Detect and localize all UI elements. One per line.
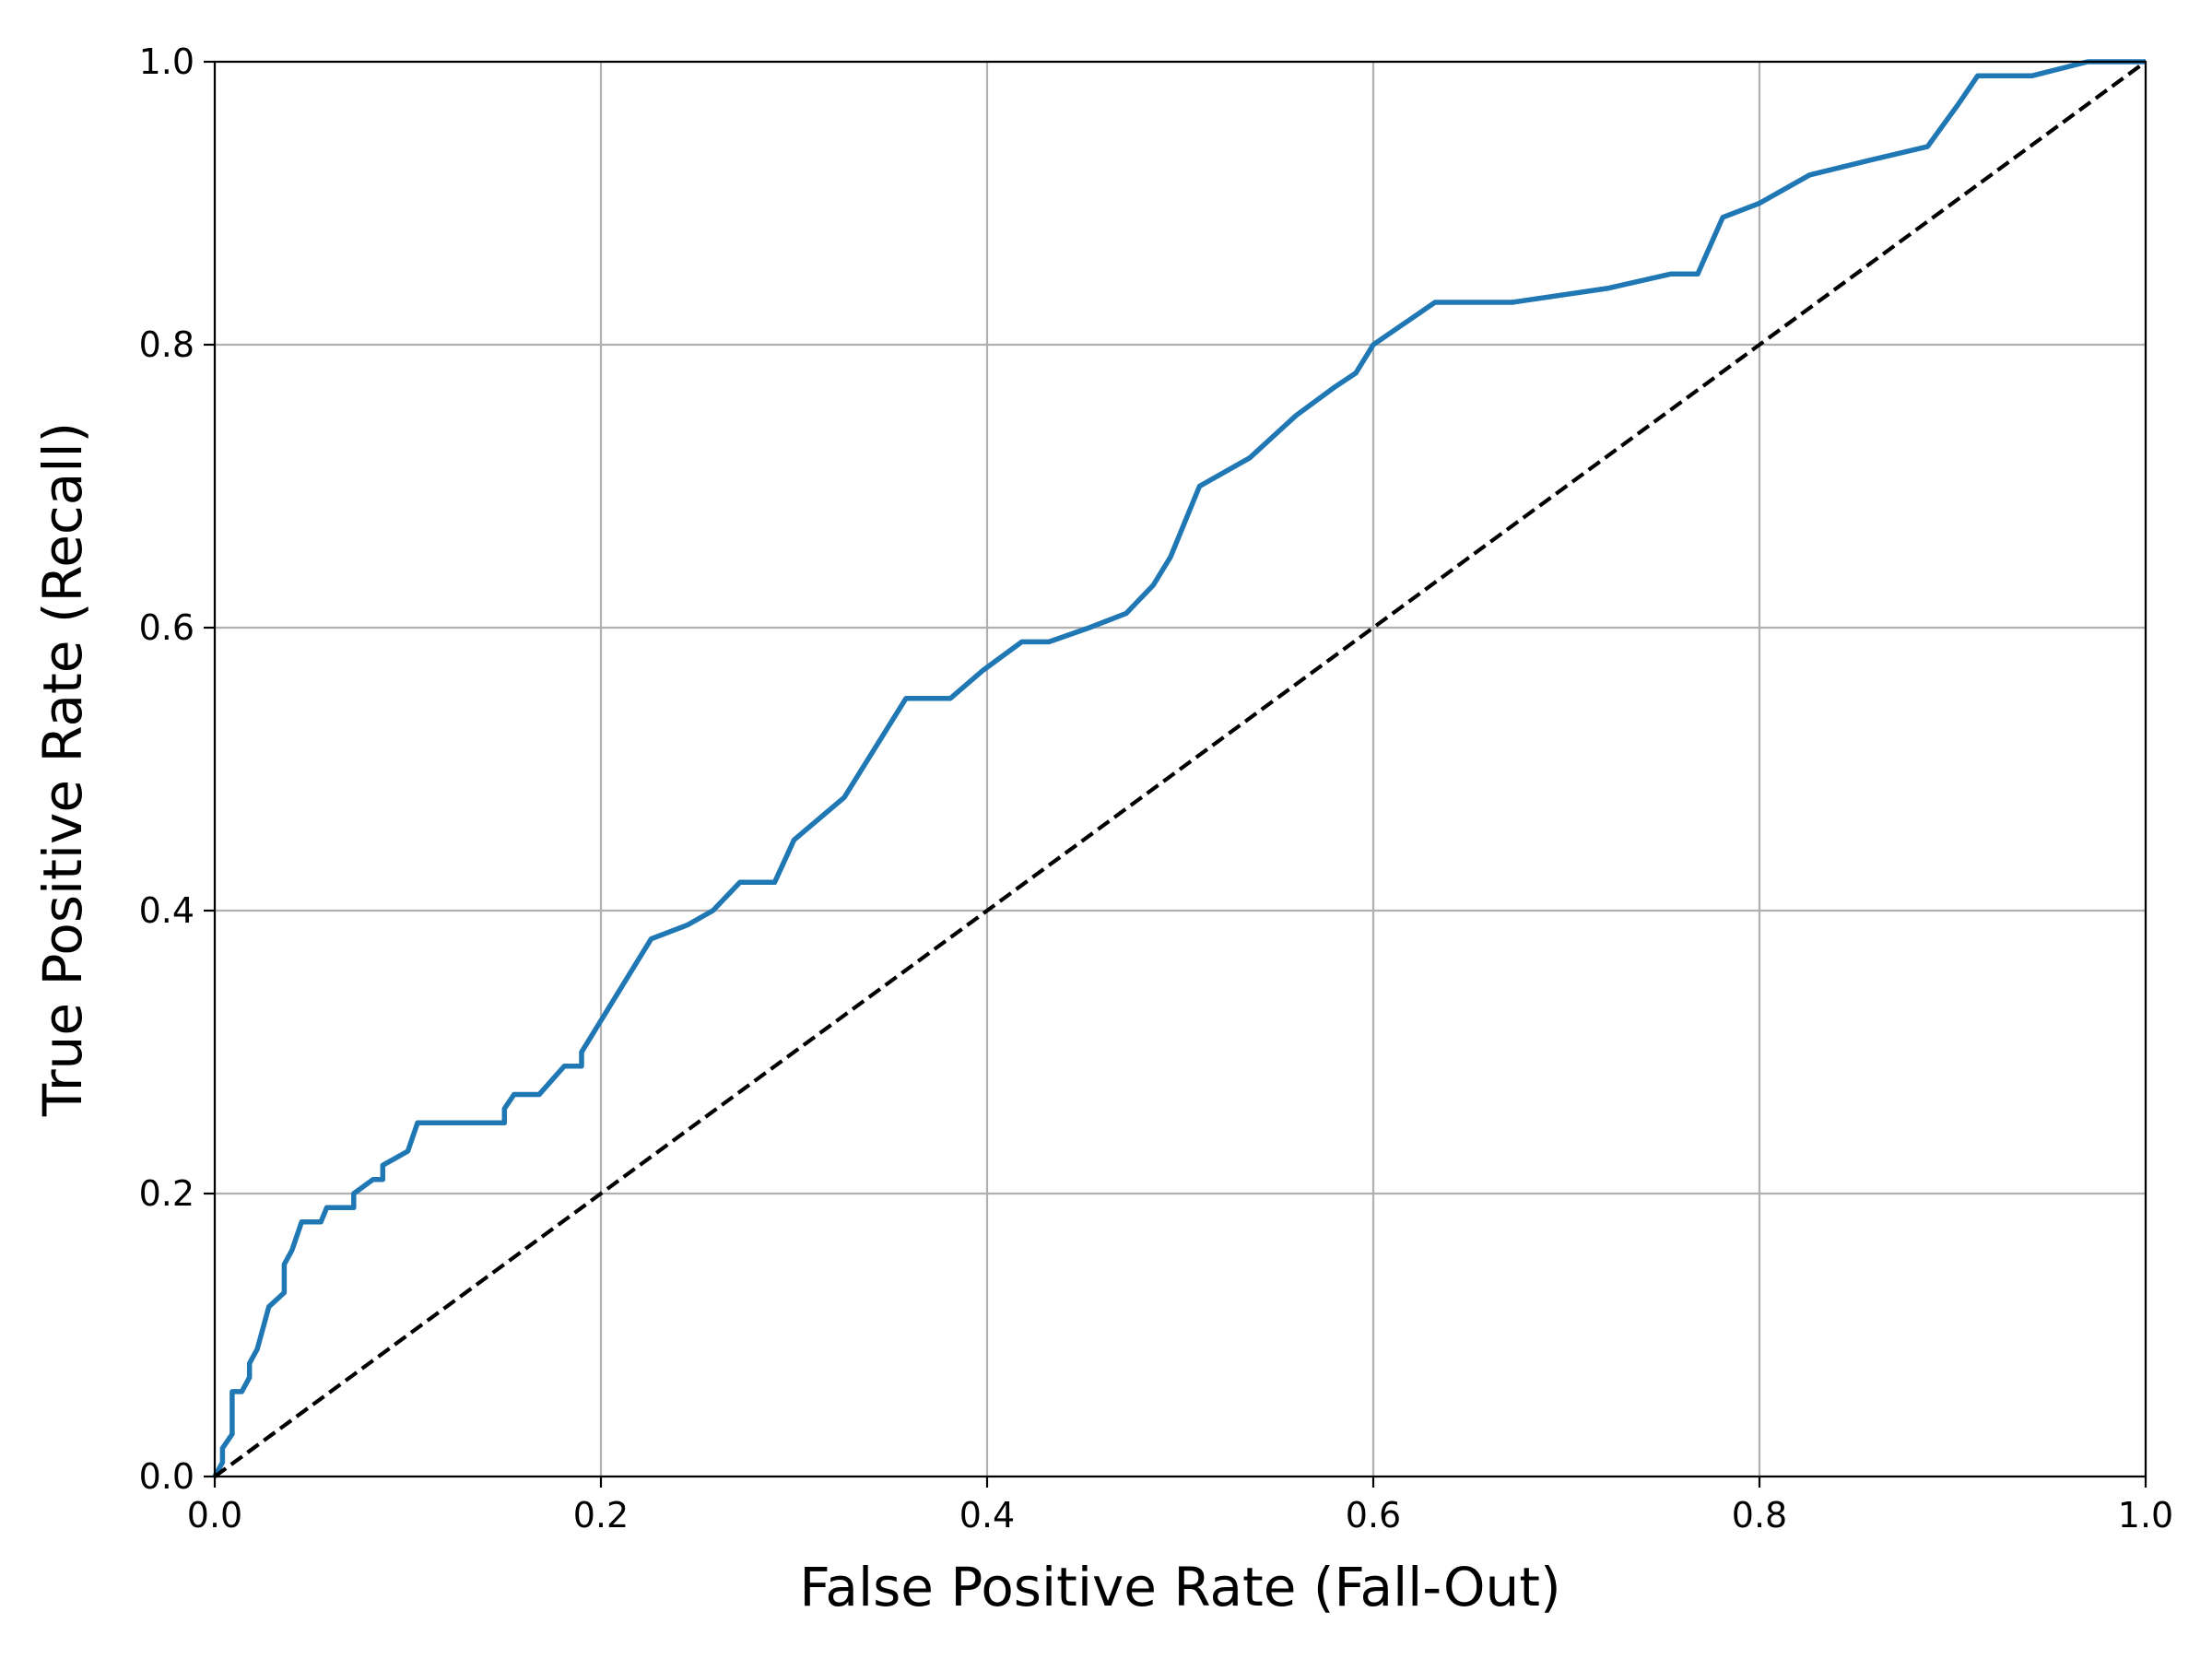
y-tick-label: 0.4: [139, 890, 194, 931]
x-tick-label: 0.0: [187, 1495, 242, 1535]
series-layer: [212, 59, 2147, 1478]
x-tick-label: 0.4: [959, 1495, 1015, 1535]
x-axis-label: False Positive Rate (Fall-Out): [799, 1556, 1560, 1618]
y-axis-label: True Positive Rate (Recall): [31, 422, 94, 1117]
y-tick-label: 0.0: [139, 1456, 194, 1497]
ticks: 0.0 0.2 0.4 0.6 0.8 1.0 0.0 0.2 0.4 0.6 0.8 1.0: [139, 41, 2174, 1535]
y-tick-label: 0.2: [139, 1173, 194, 1214]
y-tick-label: 1.0: [139, 41, 194, 82]
x-tick-label: 0.6: [1346, 1495, 1401, 1535]
x-tick-label: 1.0: [2118, 1495, 2173, 1535]
y-tick-label: 0.6: [139, 607, 194, 648]
chance-diagonal-line: [213, 60, 2147, 1478]
x-tick-label: 0.8: [1732, 1495, 1787, 1535]
y-tick-label: 0.8: [139, 324, 194, 365]
x-tick-label: 0.2: [573, 1495, 629, 1535]
roc-curve-line: [212, 59, 2146, 1478]
plot-frame: [213, 60, 2147, 1478]
